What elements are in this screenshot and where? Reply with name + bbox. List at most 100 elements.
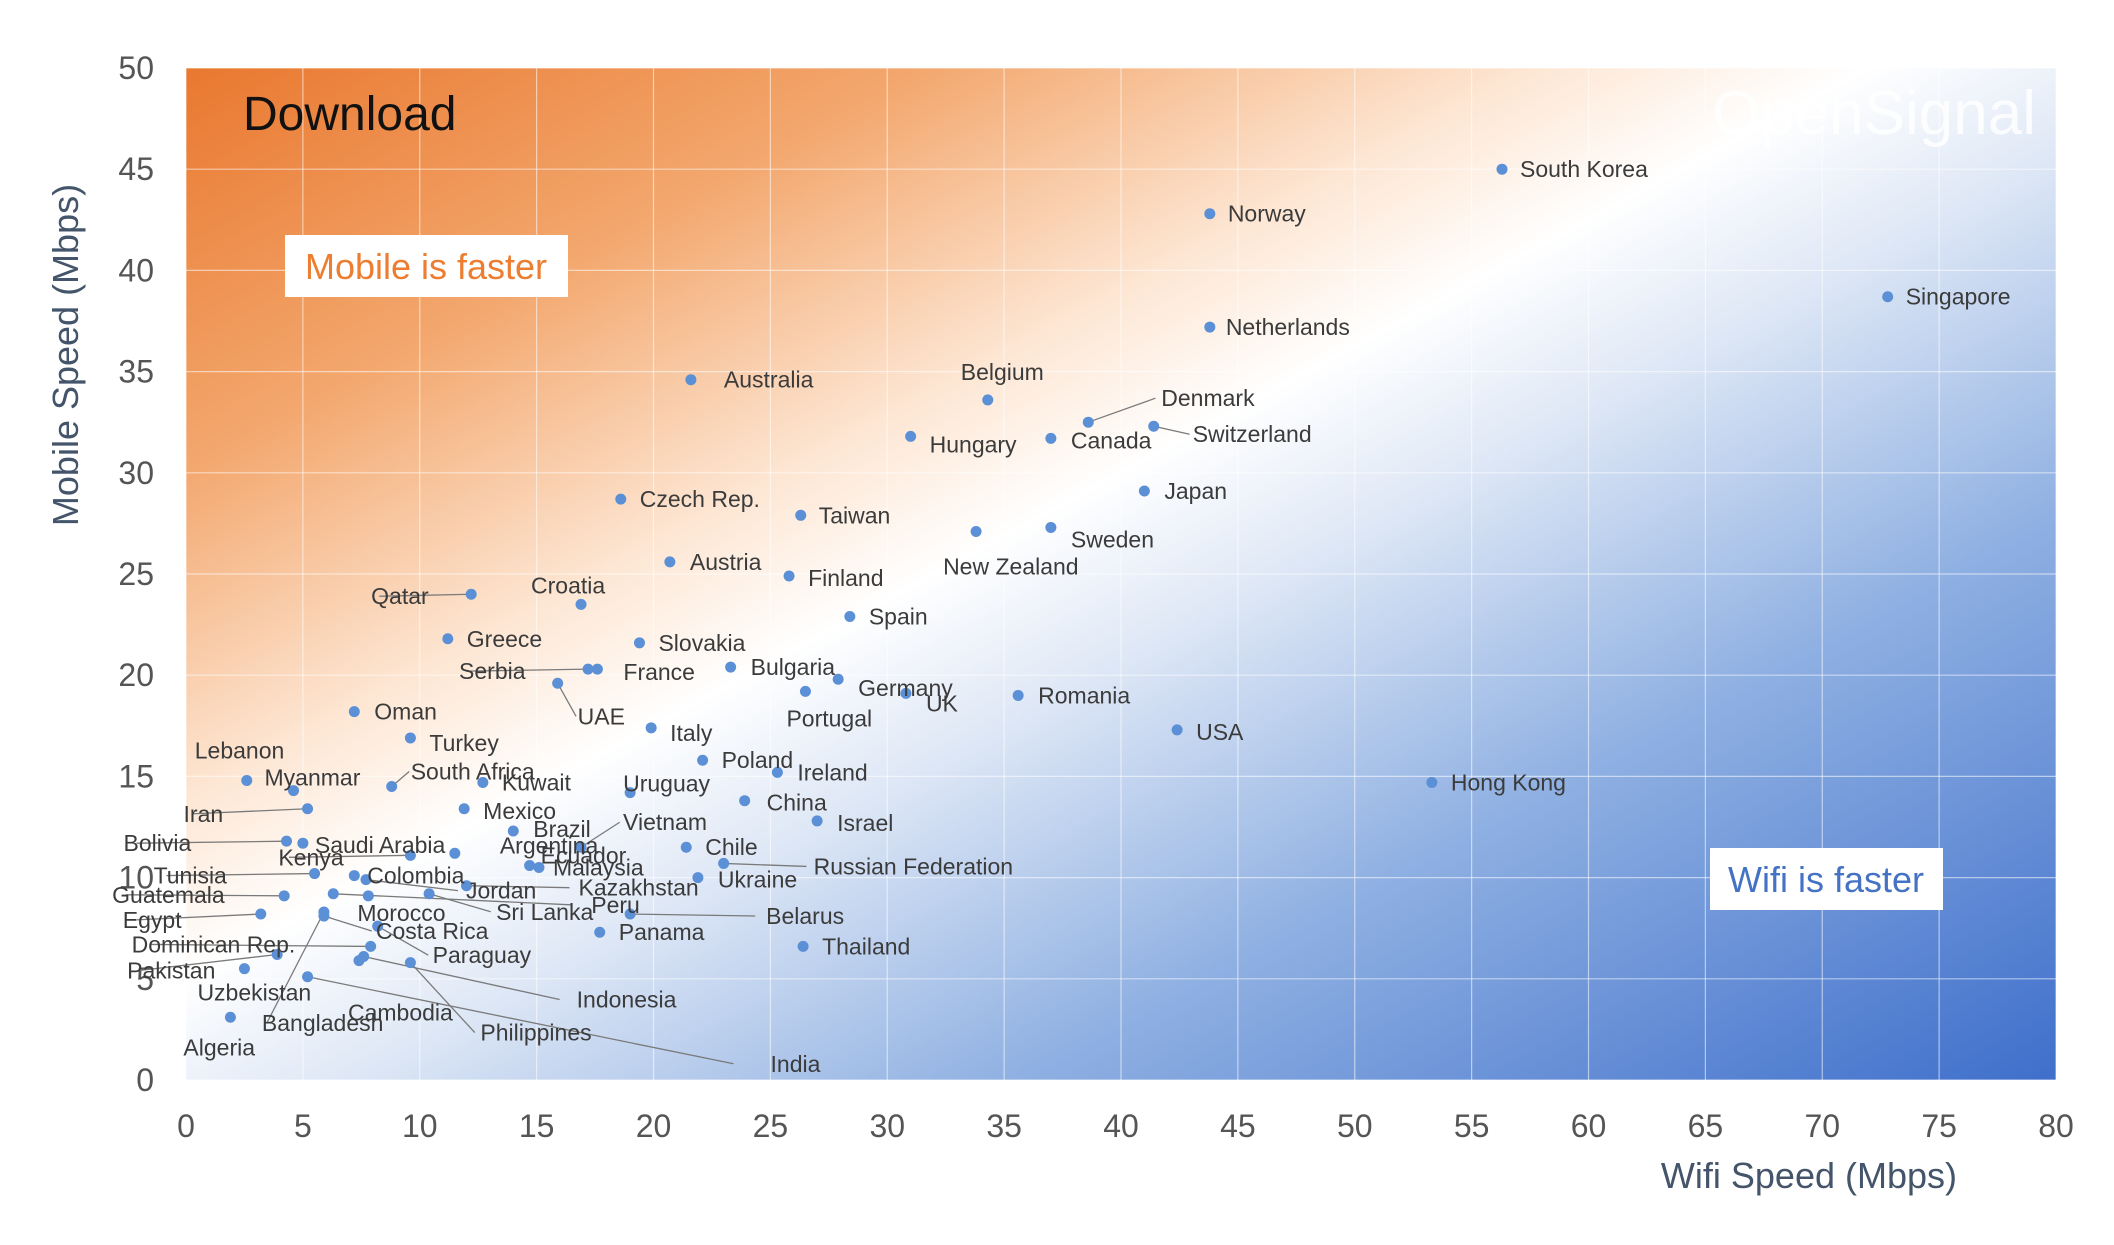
x-tick-label: 0 <box>177 1108 195 1144</box>
x-tick-label: 50 <box>1337 1108 1373 1144</box>
data-point-label: South Africa <box>411 759 535 785</box>
data-point <box>372 920 384 932</box>
data-point-label: Greece <box>467 626 542 652</box>
data-point <box>404 957 416 969</box>
data-point <box>552 677 564 689</box>
data-point <box>575 598 587 610</box>
leader-line <box>580 821 621 848</box>
data-point <box>905 430 917 442</box>
data-point-label: Hong Kong <box>1451 769 1566 795</box>
x-tick-label: 70 <box>1804 1108 1840 1144</box>
x-tick-label: 65 <box>1688 1108 1724 1144</box>
data-point-label: India <box>771 1051 821 1077</box>
data-point-label: Switzerland <box>1193 421 1312 447</box>
x-tick-label: 55 <box>1454 1108 1490 1144</box>
data-point-label: Uzbekistan <box>197 980 311 1006</box>
x-tick-label: 75 <box>1921 1108 1957 1144</box>
x-tick-label: 20 <box>636 1108 672 1144</box>
data-point <box>725 661 737 673</box>
leader-line <box>1088 397 1156 423</box>
data-point-label: China <box>767 790 827 816</box>
data-point <box>575 841 587 853</box>
data-point-label: Costa Rica <box>376 918 489 944</box>
leader-line <box>288 854 411 858</box>
data-point <box>591 663 603 675</box>
data-point <box>624 787 636 799</box>
data-point-label: Slovakia <box>658 630 745 656</box>
x-tick-label: 5 <box>294 1108 312 1144</box>
data-point <box>1012 689 1024 701</box>
data-point <box>458 803 470 815</box>
data-point <box>718 857 730 869</box>
data-point <box>645 722 657 734</box>
data-point <box>353 955 365 967</box>
data-point <box>302 971 314 983</box>
data-point-label: South Korea <box>1520 156 1648 182</box>
data-point-label: Portugal <box>786 705 872 731</box>
data-point <box>278 890 290 902</box>
data-point-label: Iran <box>184 801 224 827</box>
data-point-label: Uruguay <box>623 771 710 797</box>
data-point-label: Japan <box>1164 478 1227 504</box>
data-point <box>309 868 321 880</box>
data-point-label: Belarus <box>766 903 844 929</box>
data-point <box>685 374 697 386</box>
data-point-label: Myanmar <box>265 765 361 791</box>
y-tick-label: 25 <box>118 556 154 592</box>
data-point-label: Singapore <box>1906 284 2011 310</box>
leader-line <box>557 682 577 717</box>
leader-line <box>266 911 325 1024</box>
data-point-label: USA <box>1196 719 1244 745</box>
data-point-label: Kuwait <box>502 769 572 795</box>
data-point-label: Thailand <box>822 933 910 959</box>
data-point-label: Sweden <box>1071 526 1154 552</box>
data-point-label: Qatar <box>371 583 429 609</box>
y-axis-title: Mobile Speed (Mbps) <box>45 184 86 526</box>
data-point <box>1882 291 1894 303</box>
data-point-label: Kenya <box>278 844 343 870</box>
watermark: OpenSignal <box>1712 79 2036 148</box>
data-point-label: Pakistan <box>127 958 215 984</box>
y-tick-label: 50 <box>118 50 154 86</box>
y-tick-label: 40 <box>118 252 154 288</box>
leader-line <box>166 872 315 877</box>
data-point <box>582 663 594 675</box>
data-point-label: Bolivia <box>124 830 192 856</box>
data-point-label: Bulgaria <box>751 654 836 680</box>
data-point <box>692 872 704 884</box>
data-point <box>1082 416 1094 428</box>
data-point-label: Romania <box>1038 682 1130 708</box>
y-tick-label: 0 <box>136 1062 154 1098</box>
data-point <box>624 908 636 920</box>
data-point <box>524 859 536 871</box>
leader-line <box>409 962 476 1034</box>
data-point-label: Bangladesh <box>262 1010 384 1036</box>
data-point <box>795 509 807 521</box>
data-point-label: Algeria <box>183 1034 255 1060</box>
leader-line <box>136 840 287 844</box>
data-point-label: Egypt <box>123 907 182 933</box>
data-point-label: Saudi Arabia <box>315 832 446 858</box>
data-point-label: Serbia <box>459 658 526 684</box>
data-point-label: Panama <box>619 919 705 945</box>
data-point <box>241 774 253 786</box>
data-point-label: New Zealand <box>943 553 1079 579</box>
leader-line <box>150 943 371 948</box>
data-point-label: Australia <box>724 367 814 393</box>
data-point-label: Morocco <box>357 900 445 926</box>
leader-line <box>307 976 734 1065</box>
data-point-label: Russian Federation <box>814 853 1013 879</box>
data-point <box>1426 776 1438 788</box>
annotation-wifi-faster: Wifi is faster <box>1710 848 1943 910</box>
x-axis: 0 5 10 15 20 25 30 35 40 45 50 55 60 65 70 75 80 <box>177 1108 2074 1144</box>
leader-line <box>630 913 756 917</box>
x-tick-label: 60 <box>1571 1108 1607 1144</box>
y-tick-label: 35 <box>118 354 154 390</box>
data-point-label: UAE <box>578 703 625 729</box>
leader-line <box>469 668 589 672</box>
data-point <box>477 776 489 788</box>
data-point-label: Turkey <box>429 730 499 756</box>
data-point-label: Argentina <box>500 832 599 858</box>
leader-line <box>363 955 560 1001</box>
